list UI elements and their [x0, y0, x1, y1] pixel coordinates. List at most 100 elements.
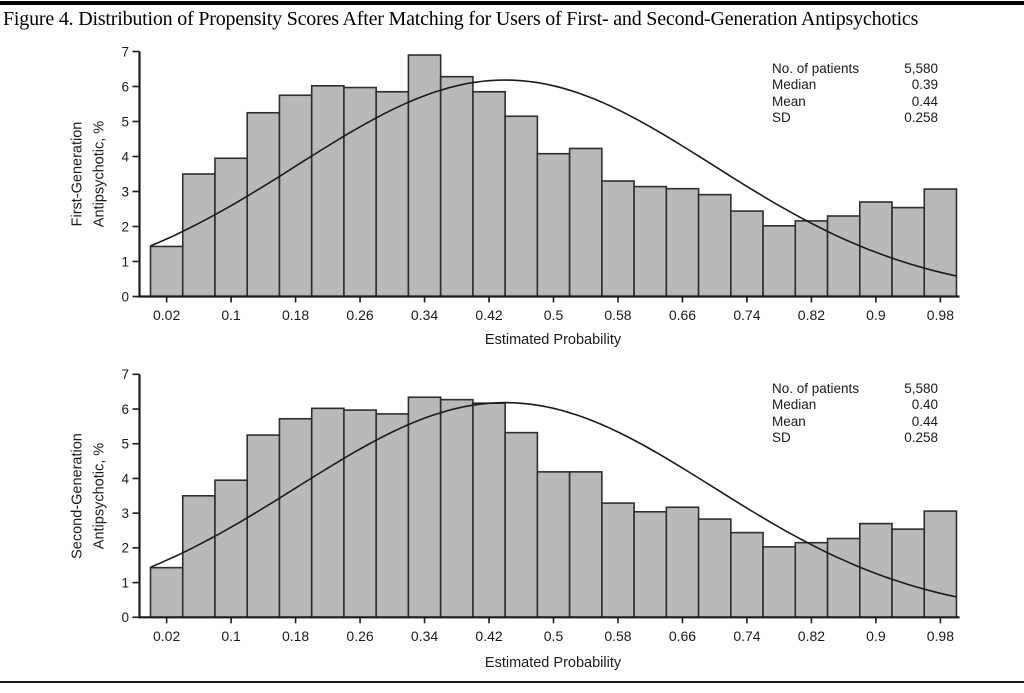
y-tick-label: 4 [121, 471, 129, 486]
y-tick-label: 7 [121, 44, 129, 59]
stats-value: 0.44 [911, 93, 938, 109]
histogram-bar [504, 431, 539, 619]
histogram-bar [601, 502, 635, 619]
stats-value: 5,580 [904, 381, 938, 396]
stats-label: SD [772, 109, 791, 125]
histogram-bar [891, 528, 926, 619]
x-tick-label: 0.82 [798, 307, 825, 323]
histogram-bar [826, 215, 861, 298]
y-tick-label: 3 [121, 184, 129, 199]
stats-row: SD 0.258 [772, 110, 938, 126]
x-tick-label: 0.1 [221, 307, 241, 323]
histogram-bar [568, 147, 603, 298]
stats-value: 0.39 [911, 77, 938, 93]
histogram-bar [697, 518, 732, 619]
x-tick-label: 0.42 [475, 628, 502, 644]
bottom-rule [0, 681, 1024, 683]
y-axis-label-line2: Antipsychotic, % [92, 120, 108, 228]
stats-row: Mean 0.44 [772, 414, 938, 430]
histogram-bar [472, 90, 506, 298]
histogram-bar [343, 409, 377, 619]
histogram-bar [472, 402, 506, 619]
x-tick-label: 0.58 [604, 628, 631, 644]
stats-value: 0.258 [904, 109, 938, 125]
x-tick-label: 0.26 [346, 307, 373, 323]
histogram-bar [794, 541, 829, 619]
y-axis-label-line1: Second-Generation [69, 433, 86, 559]
x-tick-label: 0.74 [733, 628, 760, 644]
stats-box: No. of patients 5,580 Median 0.39 Mean 0… [772, 61, 938, 126]
x-tick-label: 0.9 [866, 628, 886, 644]
histogram-bar [181, 495, 216, 619]
stats-label: Mean [772, 93, 806, 109]
stats-value: 5,580 [904, 61, 938, 76]
histogram-bar [762, 225, 797, 298]
x-tick-label: 0.66 [669, 307, 696, 323]
y-tick-label: 4 [121, 149, 129, 164]
x-tick-label: 0.5 [544, 628, 564, 644]
x-tick-label: 0.98 [927, 628, 954, 644]
y-axis-label: Second-Generation Antipsychotic, % [67, 433, 112, 559]
x-tick-label: 0.18 [282, 307, 309, 323]
histogram-bar [278, 94, 313, 298]
density-curve [150, 79, 957, 277]
stats-value: 0.258 [904, 429, 938, 445]
x-tick-label: 0.34 [411, 307, 438, 323]
y-tick-label: 0 [121, 610, 129, 625]
x-tick-label: 0.1 [221, 628, 241, 644]
stats-label: SD [772, 429, 791, 445]
histogram-bar [730, 210, 764, 298]
histogram-bar [149, 245, 184, 298]
stats-row: Median 0.40 [772, 397, 938, 413]
x-tick-label: 0.9 [866, 307, 886, 323]
x-tick-label: 0.02 [153, 307, 180, 323]
histogram-bar [601, 180, 635, 298]
histogram-bar [858, 522, 893, 619]
histogram-bar [891, 206, 926, 298]
stats-row: SD 0.258 [772, 430, 938, 446]
x-tick-label: 0.42 [475, 307, 502, 323]
histogram-bar [375, 413, 410, 619]
x-tick-label: 0.58 [604, 307, 631, 323]
y-axis-label-line2: Antipsychotic, % [92, 442, 108, 550]
top-rule [0, 1, 1024, 5]
x-axis-label: Estimated Probability [484, 655, 622, 671]
y-axis-label: First-Generation Antipsychotic, % [67, 121, 112, 227]
histogram-bar [439, 398, 474, 619]
stats-label: Median [772, 397, 817, 413]
y-tick-label: 5 [121, 114, 129, 129]
y-tick-label: 6 [121, 402, 129, 417]
histogram-bar [826, 537, 861, 619]
stats-row: No. of patients 5,580 [772, 61, 938, 77]
histogram-bar [375, 90, 410, 298]
y-tick-label: 5 [121, 437, 129, 452]
histogram-bar [149, 566, 184, 619]
histogram-bar [697, 193, 732, 298]
x-tick-label: 0.98 [927, 307, 954, 323]
y-axis-label-line1: First-Generation [69, 121, 86, 227]
y-tick-label: 7 [121, 367, 129, 382]
histogram-bar [794, 220, 829, 298]
density-curve [150, 401, 957, 598]
histogram-bar [923, 510, 958, 619]
histogram-bar [762, 546, 797, 619]
y-tick-label: 3 [121, 506, 129, 521]
histogram-bar [504, 115, 539, 298]
stats-row: Mean 0.44 [772, 94, 938, 110]
x-tick-label: 0.74 [733, 307, 760, 323]
figure-title: Figure 4. Distribution of Propensity Sco… [3, 8, 919, 30]
histogram-bar [536, 152, 571, 298]
x-axis-label: Estimated Probability [484, 332, 622, 348]
histogram-bar [214, 157, 249, 298]
histogram-bar [858, 201, 893, 298]
histogram-bar [310, 407, 345, 619]
stats-label: No. of patients [772, 61, 860, 76]
stats-value: 0.40 [911, 397, 938, 413]
x-tick-label: 0.02 [153, 628, 180, 644]
histogram-bar [246, 434, 281, 619]
stats-row: No. of patients 5,580 [772, 381, 938, 397]
stats-row: Median 0.39 [772, 77, 938, 93]
y-tick-label: 1 [121, 254, 129, 269]
histogram-bar [343, 86, 377, 298]
histogram-bar [439, 75, 474, 298]
